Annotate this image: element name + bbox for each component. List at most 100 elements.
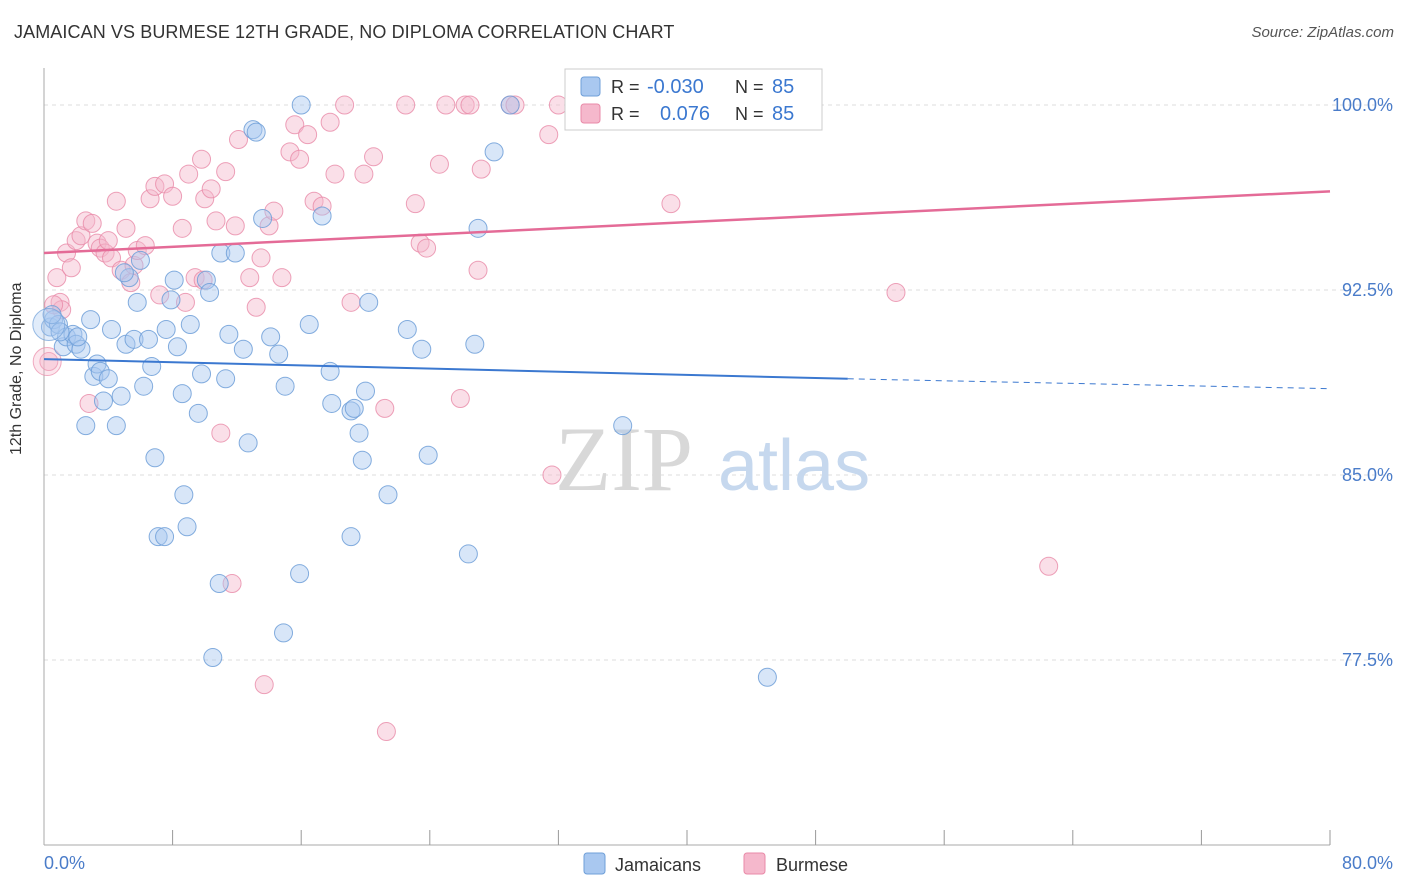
burmese-point [259,216,279,236]
burmese-point [539,125,559,145]
burmese-point [251,248,271,268]
jamaicans-point [359,292,379,312]
jamaicans-point [71,339,91,359]
jamaicans-point [349,423,369,443]
chart-title: JAMAICAN VS BURMESE 12TH GRADE, NO DIPLO… [14,22,675,42]
jamaicans-point [114,263,134,283]
burmese-point [290,149,310,169]
jamaicans-point [192,364,212,384]
burmese-point [298,125,318,145]
burmese-point [175,292,195,312]
jamaicans-point [418,445,438,465]
legend-r-value-2: 0.076 [660,103,710,125]
burmese-point [201,179,221,199]
burmese-point [61,258,81,278]
jamaicans-point [225,243,245,263]
jamaicans-point [274,623,294,643]
jamaicans-point [468,218,488,238]
burmese-point [417,238,437,258]
burmese-point [364,147,384,167]
burmese-point [661,194,681,214]
jamaicans-point [68,327,88,347]
burmese-point [225,216,245,236]
burmese-point [82,213,102,233]
jamaicans-point [341,401,361,421]
jamaicans-point [76,416,96,436]
burmese-point [116,218,136,238]
jamaicans-trend-extension [847,378,1331,390]
jamaicans-point [219,324,239,344]
jamaicans-point [412,339,432,359]
legend-n-value-2: 85 [772,103,794,125]
burmese-point [376,722,396,742]
jamaicans-point [164,270,184,290]
series-jamaicans-points [32,95,777,687]
jamaicans-point [174,485,194,505]
watermark-zip: ZIP [555,408,693,510]
legend-bottom-swatch-burmese [743,852,766,875]
jamaicans-point [216,369,236,389]
jamaicans-point [312,206,332,226]
burmese-point [254,675,274,695]
burmese-point [195,189,215,209]
jamaicans-point [196,270,216,290]
jamaicans-point [127,292,147,312]
jamaicans-point [180,315,200,335]
jamaicans-point [134,376,154,396]
burmese-point [285,115,305,135]
burmese-point [39,352,59,372]
legend-top-swatch-burmese [580,103,601,124]
jamaicans-point [397,319,417,339]
burmese-point [106,191,126,211]
legend-r-label-2: R = [611,104,640,124]
x-tick-label-max: 80.0% [1342,853,1393,873]
burmese-point [140,189,160,209]
legend-n-label-1: N = [735,77,764,97]
burmese-point [325,164,345,184]
burmese-point [135,236,155,256]
jamaicans-point [172,384,192,404]
burmese-point [460,95,480,115]
burmese-point [264,201,284,221]
legend-bottom: Jamaicans Burmese [583,852,848,875]
jamaicans-point [145,448,165,468]
burmese-point [320,112,340,132]
jamaicans-point [200,282,220,302]
burmese-point [150,285,170,305]
watermark-atlas: atlas [718,426,870,506]
jamaicans-point [299,315,319,335]
source-credit: Source: ZipAtlas.com [1251,24,1394,41]
burmese-point [163,186,183,206]
jamaicans-point [106,416,126,436]
jamaicans-point [102,319,122,339]
jamaicans-point [378,485,398,505]
burmese-point [312,196,332,216]
jamaicans-point [246,122,266,142]
burmese-point [246,297,266,317]
jamaicans-point [291,95,311,115]
burmese-point [206,211,226,231]
jamaicans-point [124,329,144,349]
legend-n-value-1: 85 [772,76,794,98]
jamaicans-point [203,648,223,668]
jamaicans-point [253,208,273,228]
burmese-point [396,95,416,115]
jamaicans-point [458,544,478,564]
burmese-point [172,218,192,238]
tick-labels: 77.5% 85.0% 92.5% 100.0% 0.0% 80.0% [44,95,1393,873]
legend-n-label-2: N = [735,104,764,124]
jamaicans-point [290,564,310,584]
jamaicans-point [148,527,168,547]
jamaicans-point [465,334,485,354]
burmese-point [886,282,906,302]
legend-bottom-swatch-jamaicans [583,852,606,875]
burmese-point [280,142,300,162]
jamaicans-point [130,250,150,270]
jamaicans-point [613,416,633,436]
jamaicans-point [322,393,342,413]
burmese-point [87,233,107,253]
jamaicans-point [352,450,372,470]
x-tick-label-min: 0.0% [44,853,85,873]
burmese-point [471,159,491,179]
jamaicans-point [111,386,131,406]
